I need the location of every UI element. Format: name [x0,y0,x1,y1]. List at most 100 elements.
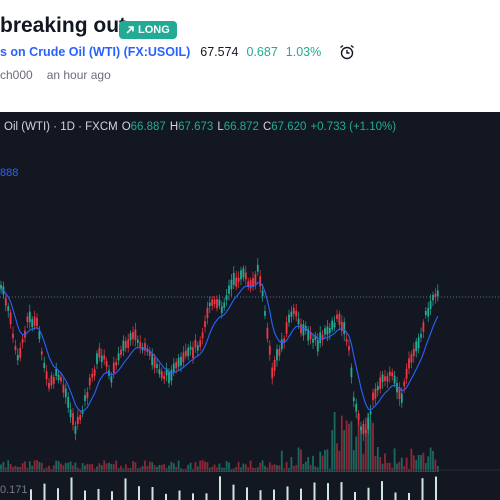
volume-bar [153,465,156,472]
volume-bar [148,461,151,472]
volume-bar [417,454,420,472]
candle-body [160,371,163,379]
candle-body [136,339,139,343]
volume-bar [271,465,274,472]
candle-body [300,323,302,334]
candle-body [280,339,283,350]
volume-bar [105,463,108,472]
candle-body [420,333,422,338]
volume-bar [355,436,358,472]
candle-body [45,371,48,380]
volume-bar [72,465,74,472]
candle-body [398,387,401,399]
candle-body [295,310,298,317]
oscillator-bar [111,491,113,500]
candle-body [43,362,46,369]
candle-body [417,337,420,349]
volume-bar [12,466,14,472]
candle-body [12,333,14,339]
oscillator-bar [354,491,356,500]
candle-body [230,279,233,290]
candle-body [391,372,394,377]
price-plot[interactable] [0,112,500,500]
oscillator-bar [286,486,289,500]
oscillator-bar [435,476,437,500]
volume-bar [364,417,367,472]
candle-body [297,318,300,325]
volume-bar [110,463,113,472]
candle-body [182,352,185,363]
candle-body [21,339,24,343]
candle-body [412,348,415,356]
candle-body [336,314,338,320]
volume-bar [24,461,26,472]
author-name[interactable]: ch000 [0,68,33,82]
candle-body [266,327,269,339]
candle-body [276,349,278,361]
oscillator-bar [273,489,275,500]
candle-body [405,368,408,379]
candle-body [374,388,377,399]
volume-bar [189,462,192,472]
candle-body [410,354,413,363]
volume-bar [338,450,341,472]
symbol-link[interactable]: s on Crude Oil (WTI) (FX:USOIL) [0,45,191,59]
candle-body [355,403,358,412]
volume-bar [199,460,202,472]
oscillator-bar [30,489,32,500]
volume-bar [108,462,110,472]
candle-body [237,277,240,282]
volume-bar [300,449,302,472]
candle-body [223,302,226,308]
candle-body [170,369,173,381]
volume-bar [336,443,338,472]
candle-body [88,377,91,386]
candle-body [348,345,350,351]
volume-bar [112,464,115,472]
volume-bar [309,464,312,472]
volume-bar [374,456,377,472]
candle-body [228,285,230,294]
candle-body [122,340,125,351]
candle-body [28,311,31,323]
candle-body [340,321,343,332]
volume-bar [304,461,307,472]
candle-body [48,382,50,389]
candle-body [180,356,182,366]
candle-body [9,312,12,325]
candle-body [55,368,58,376]
alarm-clock-icon[interactable] [338,43,356,61]
volume-bar [369,420,372,472]
volume-bar [405,457,408,472]
chart-panel[interactable]: Oil (WTI) · 1D · FXCM O66.887 H67.673 L6… [0,112,500,500]
candle-body [415,341,418,352]
volume-bar [28,461,31,472]
volume-bar [261,460,264,472]
volume-bar [362,453,365,472]
volume-bar [124,464,127,472]
candle-body [331,320,334,330]
volume-bar [388,462,391,472]
volume-bar [432,451,434,472]
volume-bar [160,464,163,472]
author-line: ch000 an hour ago [0,68,111,82]
candle-body [216,299,218,309]
oscillator-bar [219,476,221,500]
volume-bar [168,465,170,472]
candle-body [100,355,103,363]
volume-bar [14,465,17,472]
candle-body [302,324,305,336]
candle-body [199,340,202,347]
candle-body [254,274,257,285]
candle-body [204,321,206,328]
candle-body [163,376,166,380]
candle-body [144,343,146,351]
volume-bar [218,463,221,472]
volume-bar [57,461,60,472]
oscillator-bar [84,490,86,500]
candle-body [105,361,108,367]
oscillator-bar [151,487,154,500]
candle-body [232,273,235,285]
candle-body [40,351,43,355]
volume-bar [396,463,398,472]
